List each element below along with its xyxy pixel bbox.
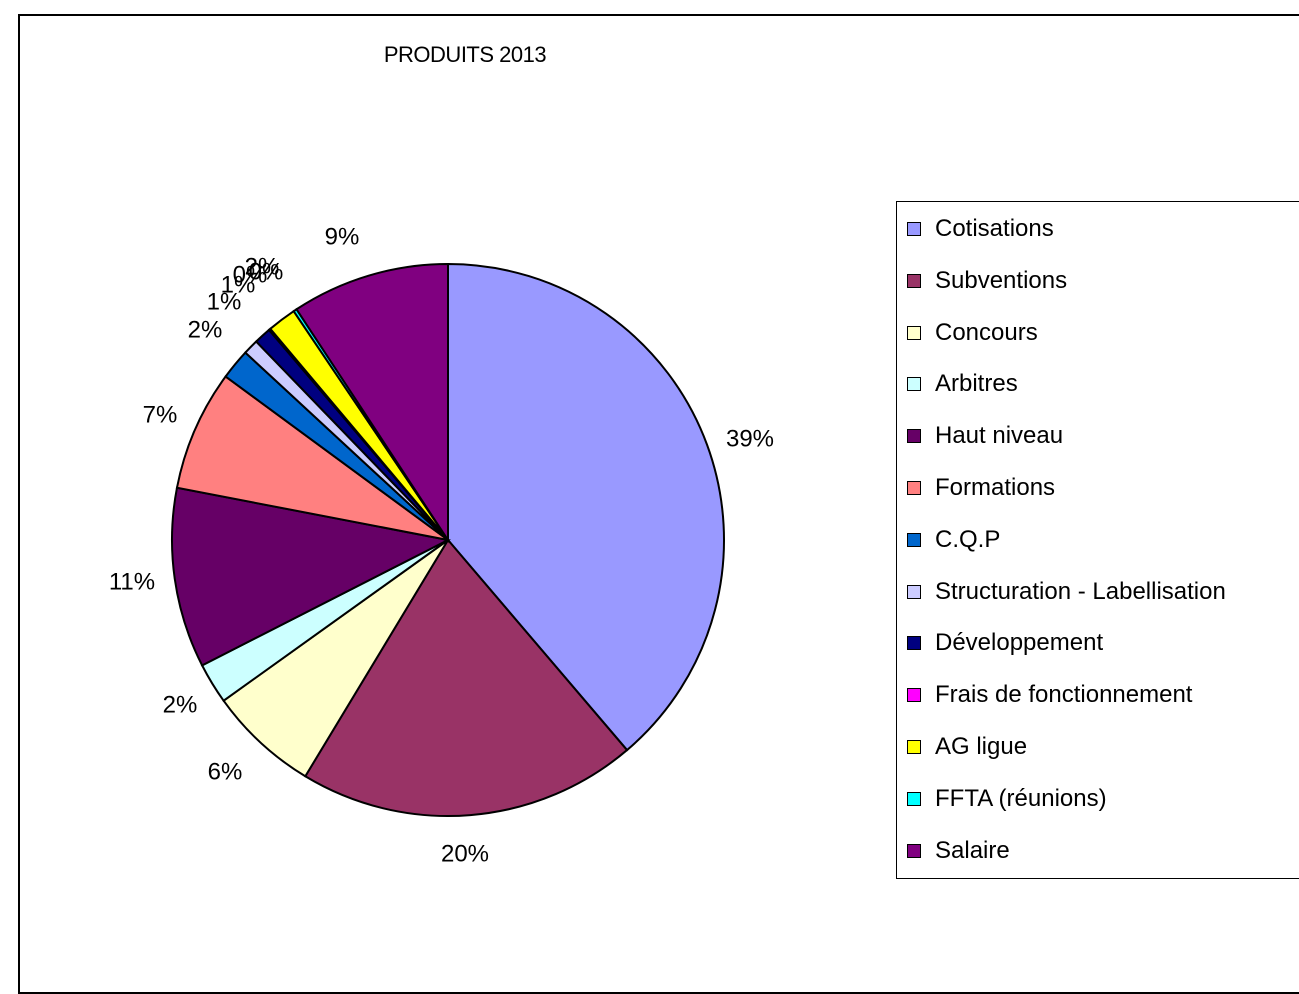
slice-label: 2%: [245, 253, 280, 280]
legend-label: Salaire: [935, 836, 1010, 864]
legend-label: Concours: [935, 318, 1038, 346]
legend-label: Frais de fonctionnement: [935, 681, 1193, 709]
chart-title: PRODUITS 2013: [383, 42, 547, 67]
legend-swatch: [907, 843, 921, 858]
legend-label: Arbitres: [935, 370, 1018, 398]
legend-swatch: [907, 584, 921, 599]
legend-item: Structuration - Labellisation: [907, 577, 1226, 607]
slice-label: 2%: [188, 316, 223, 343]
legend-swatch: [907, 740, 921, 754]
pie-slice: [295, 262, 449, 544]
slice-label: 0%: [249, 258, 284, 285]
pie-slice: [222, 539, 449, 778]
legend-item: Arbitres: [907, 369, 1018, 399]
pie-slice: [170, 486, 452, 667]
slice-label: 9%: [325, 223, 360, 250]
slice-label: 39%: [726, 425, 774, 452]
legend-label: C.Q.P: [935, 525, 1001, 553]
legend-label: Cotisations: [935, 215, 1054, 242]
legend-label: FFTA (réunions): [935, 784, 1107, 812]
legend-label: Structuration - Labellisation: [935, 577, 1226, 605]
legend-label: Haut niveau: [935, 422, 1064, 450]
pie-chart: 39%20%6%2%11%7%2%1%1%0%2%0%9%: [109, 223, 774, 867]
legend-item: C.Q.P: [907, 525, 1000, 555]
pie-slice: [175, 375, 449, 541]
slice-label: 20%: [441, 840, 489, 867]
legend-item: AG ligue: [907, 732, 1027, 762]
legend-item: Haut niveau: [907, 421, 1063, 451]
legend-item: Salaire: [907, 836, 1010, 866]
legend-item: Frais de fonctionnement: [907, 680, 1192, 710]
legend-swatch: [907, 429, 921, 444]
legend-label: Formations: [935, 474, 1056, 501]
slice-label: 1%: [221, 271, 256, 298]
legend-swatch: [907, 636, 921, 651]
legend-swatch: [907, 532, 921, 547]
legend-swatch: [907, 688, 921, 703]
slice-label: 6%: [208, 758, 243, 785]
legend-swatch: [907, 377, 921, 392]
legend: Cotisations Subventions Concours Arbitres Ha…: [896, 201, 1299, 879]
legend-label: Développement: [935, 629, 1104, 657]
slice-label: 2%: [163, 691, 198, 718]
legend-swatch: [907, 222, 921, 236]
legend-swatch: [907, 273, 921, 288]
pie-slice: [447, 262, 725, 752]
legend-item: Cotisations: [907, 214, 1054, 244]
legend-item: Subventions: [907, 266, 1067, 296]
legend-label: AG ligue: [935, 733, 1028, 760]
slice-label: 1%: [207, 288, 242, 315]
legend-item: Formations: [907, 473, 1055, 503]
legend-label: Subventions: [935, 266, 1068, 294]
legend-swatch: [907, 325, 921, 340]
slice-label: 0%: [233, 261, 268, 288]
slice-label: 11%: [109, 568, 155, 595]
legend-swatch: [907, 481, 921, 495]
legend-swatch: [907, 791, 921, 806]
legend-item: FFTA (réunions): [907, 784, 1107, 814]
pie-slice: [303, 538, 629, 817]
legend-item: Concours: [907, 318, 1038, 348]
legend-item: Développement: [907, 628, 1103, 658]
slice-label: 7%: [143, 401, 178, 428]
